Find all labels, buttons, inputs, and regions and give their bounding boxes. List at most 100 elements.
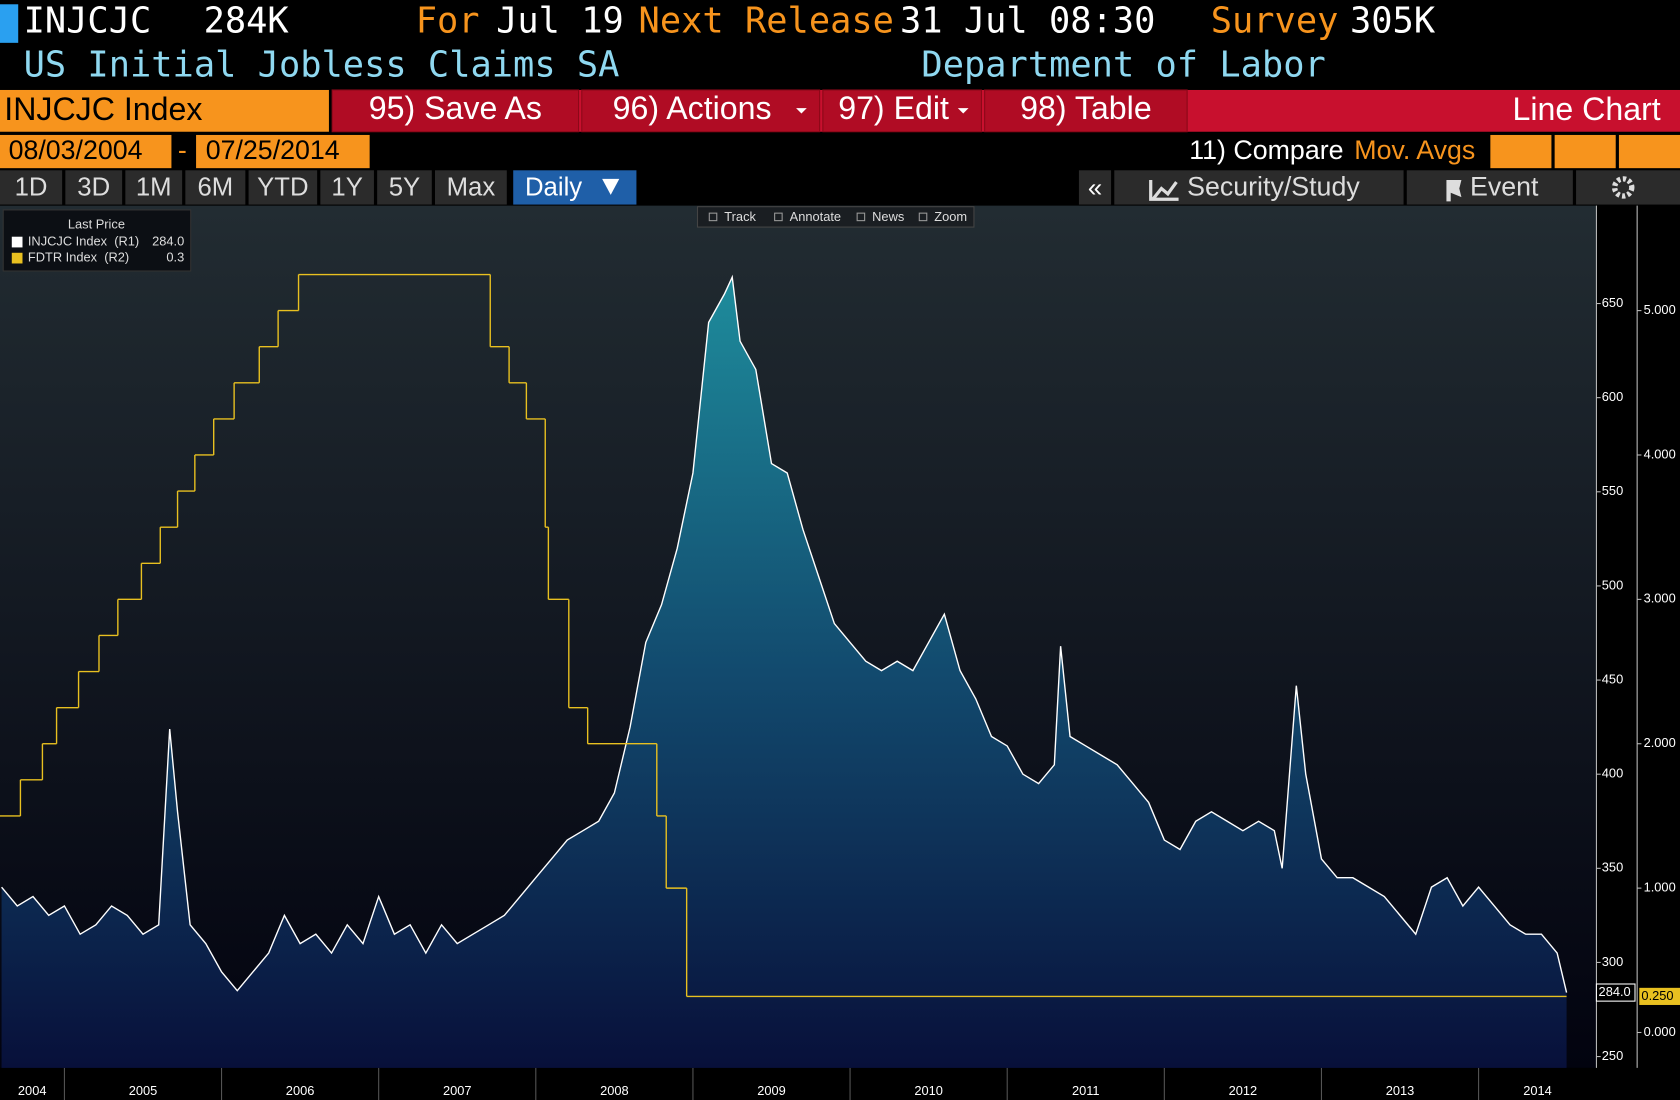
toolbar-button[interactable] <box>581 89 821 133</box>
range-label[interactable]: YTD <box>257 173 308 201</box>
y2-tick-label: 5.000 <box>1644 302 1676 317</box>
tool-label[interactable]: Annotate <box>790 209 841 224</box>
toolbar-button-label[interactable]: 98) Table <box>1020 90 1152 126</box>
y2-tick-label: 1.000 <box>1644 880 1676 895</box>
x-tick-label: 2004 <box>18 1083 47 1098</box>
option-box[interactable] <box>1554 134 1616 169</box>
toolbar-button-label[interactable]: 95) Save As <box>369 90 542 126</box>
legend <box>2 209 192 272</box>
y-tick-label: 650 <box>1602 295 1623 310</box>
range-button[interactable] <box>435 170 507 205</box>
end-date-box[interactable] <box>196 134 370 169</box>
range-label[interactable]: 5Y <box>389 173 420 201</box>
range-label[interactable]: 6M <box>197 173 233 201</box>
tool-label[interactable]: News <box>872 209 904 224</box>
x-tick-label: 2007 <box>443 1083 472 1098</box>
option-box[interactable] <box>1618 134 1680 169</box>
tool-icon <box>708 212 718 222</box>
x-tick-label: 2013 <box>1386 1083 1415 1098</box>
y-tick-label: 450 <box>1602 671 1623 686</box>
range-button[interactable] <box>248 170 318 205</box>
range-label[interactable]: Max <box>447 173 496 201</box>
x-tick-label: 2008 <box>600 1083 629 1098</box>
y-tick-label: 400 <box>1602 766 1623 781</box>
legend-label: INJCJC Index (R1) <box>28 233 139 248</box>
range-label[interactable]: 1M <box>136 173 172 201</box>
event[interactable]: Event <box>1470 172 1539 202</box>
settings-button[interactable] <box>1576 170 1680 205</box>
x-tick-label: 2011 <box>1072 1083 1100 1098</box>
end-date[interactable]: 07/25/2014 <box>206 135 340 165</box>
y2-tick-label: 2.000 <box>1644 735 1676 750</box>
tool-label[interactable]: Zoom <box>934 209 967 224</box>
x-tick-label: 2006 <box>286 1083 315 1098</box>
chart-tools <box>696 206 975 228</box>
frequency[interactable]: Daily <box>525 173 582 201</box>
y-tick-label: 550 <box>1602 483 1623 498</box>
view-label: Line Chart <box>1512 91 1660 127</box>
x-tick-label: 2009 <box>757 1083 786 1098</box>
range-label[interactable]: 1D <box>15 173 48 201</box>
period: Jul 19 <box>496 0 624 41</box>
price: 284K <box>204 0 290 41</box>
right-axis-area <box>1596 205 1680 1100</box>
range-label[interactable]: 3D <box>77 173 110 201</box>
survey: 305K <box>1350 0 1436 41</box>
mov-avgs[interactable]: Mov. Avgs <box>1354 135 1475 165</box>
tool-icon <box>856 212 866 222</box>
cursor-block <box>0 4 19 43</box>
y-tick-label: 350 <box>1602 860 1623 875</box>
study[interactable]: Security/Study <box>1187 172 1360 202</box>
x-tick-label: 2005 <box>129 1083 158 1098</box>
x-axis-area <box>0 1067 1597 1100</box>
range-button[interactable] <box>185 170 246 205</box>
start-date[interactable]: 08/03/2004 <box>9 135 143 165</box>
legend-swatch <box>11 236 23 248</box>
tool-label[interactable]: Track <box>724 209 756 224</box>
price-tag-label: 284.0 <box>1599 984 1631 999</box>
y-tick-label: 600 <box>1602 389 1623 404</box>
price-tag-label: 0.250 <box>1641 988 1673 1003</box>
x-tick-label: 2014 <box>1523 1083 1552 1098</box>
range-button[interactable] <box>320 170 374 205</box>
range-button[interactable] <box>125 170 183 205</box>
toolbar-button[interactable] <box>331 89 580 133</box>
compare[interactable]: 11) Compare <box>1189 135 1343 165</box>
security-box[interactable] <box>0 89 329 132</box>
y2-tick-label: 0.000 <box>1644 1024 1676 1039</box>
toolbar-button[interactable] <box>822 89 982 133</box>
legend-value: 284.0 <box>152 233 184 248</box>
range-button[interactable] <box>65 170 123 205</box>
event-icon <box>1446 179 1462 202</box>
collapse[interactable]: « <box>1088 174 1102 202</box>
range-label[interactable]: 1Y <box>331 173 362 201</box>
option-box[interactable] <box>1490 134 1552 169</box>
frequency-button[interactable] <box>513 170 637 205</box>
source: Department of Labor <box>921 44 1325 85</box>
for-label: For <box>416 0 480 41</box>
security-label[interactable]: INJCJC Index <box>4 91 202 127</box>
line <box>1 274 1568 993</box>
event-button[interactable] <box>1406 170 1573 205</box>
start-date-box[interactable] <box>0 134 172 169</box>
toolbar-button-label[interactable]: 97) Edit <box>838 90 949 126</box>
dropdown-arrow <box>602 178 620 195</box>
dropdown-arrow <box>796 108 807 114</box>
security-name: US Initial Jobless Claims SA <box>24 44 620 85</box>
legend-value: 0.3 <box>166 250 184 265</box>
y-tick-label: 250 <box>1602 1048 1623 1063</box>
price-tag <box>1595 983 1636 1002</box>
x-tick-label: 2010 <box>914 1083 943 1098</box>
y-tick-label: 300 <box>1602 954 1623 969</box>
toolbar-button-label[interactable]: 96) Actions <box>613 90 772 126</box>
legend-label: FDTR Index (R2) <box>28 250 129 265</box>
price-tag <box>1639 987 1680 1005</box>
toolbar-button[interactable] <box>984 89 1188 133</box>
next-label: Next Release <box>639 0 894 41</box>
range-button[interactable] <box>377 170 432 205</box>
x-tick-label: 2012 <box>1229 1083 1258 1098</box>
collapse-button[interactable] <box>1078 170 1112 205</box>
range-button[interactable] <box>0 170 63 205</box>
study-icon <box>1149 179 1179 201</box>
settings-icon <box>1611 176 1635 199</box>
